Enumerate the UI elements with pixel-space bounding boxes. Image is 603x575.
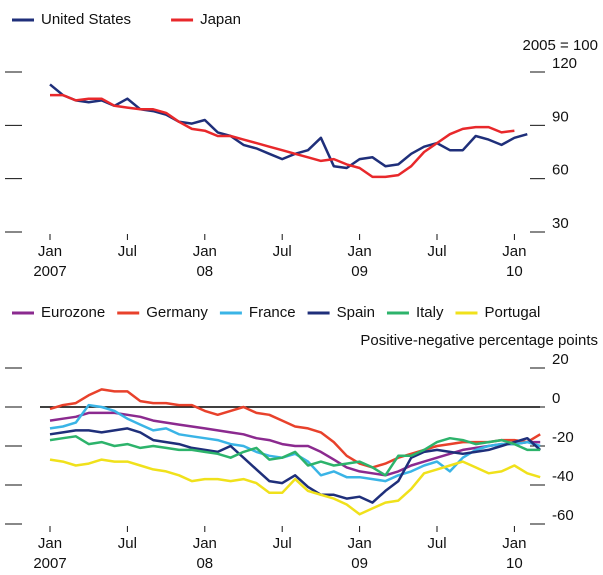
y-tick-label: 0 bbox=[552, 390, 560, 407]
legend-label: Italy bbox=[416, 304, 444, 321]
y-tick-label: -40 bbox=[552, 468, 574, 485]
legend-label: France bbox=[249, 304, 296, 321]
x-tick-label: Jul bbox=[427, 535, 446, 552]
series-line bbox=[49, 427, 542, 504]
x-tick-label: Jan 08 bbox=[193, 535, 217, 570]
legend-label: Eurozone bbox=[41, 304, 105, 321]
y-tick-label: 60 bbox=[552, 162, 569, 179]
unit-note: Positive-negative percentage points bbox=[360, 332, 598, 349]
x-tick-label: Jul bbox=[273, 535, 292, 552]
legend-label: Spain bbox=[337, 304, 375, 321]
x-tick-label: Jan 08 bbox=[193, 243, 217, 280]
legend-label: United States bbox=[41, 11, 131, 28]
x-tick-label: Jul bbox=[118, 535, 137, 552]
y-tick-label: 30 bbox=[552, 215, 569, 232]
legend-label: Portugal bbox=[484, 304, 540, 321]
series-line bbox=[49, 83, 528, 170]
x-tick-label: Jul bbox=[118, 243, 137, 260]
y-tick-label: 20 bbox=[552, 351, 569, 368]
legend-label: Germany bbox=[146, 304, 208, 321]
x-tick-label: Jul bbox=[427, 243, 446, 260]
unit-note: 2005 = 100 bbox=[523, 37, 599, 54]
y-tick-label: -20 bbox=[552, 429, 574, 446]
y-tick-label: 90 bbox=[552, 108, 569, 125]
series-line bbox=[49, 435, 541, 477]
series-line bbox=[49, 411, 541, 477]
legend-label: Japan bbox=[200, 11, 241, 28]
x-tick-label: Jan 09 bbox=[348, 243, 372, 280]
series-line bbox=[50, 93, 515, 179]
x-tick-label: Jan 2007 bbox=[33, 535, 66, 570]
series-line bbox=[49, 388, 541, 469]
x-tick-label: Jul bbox=[273, 243, 292, 260]
series-line bbox=[49, 458, 541, 516]
y-tick-label: 120 bbox=[552, 55, 577, 72]
x-tick-label: Jan 10 bbox=[502, 535, 526, 570]
x-tick-label: Jan 09 bbox=[348, 535, 372, 570]
x-tick-label: Jan 2007 bbox=[33, 243, 66, 280]
y-tick-label: -60 bbox=[552, 507, 574, 524]
x-tick-label: Jan 10 bbox=[502, 243, 526, 280]
